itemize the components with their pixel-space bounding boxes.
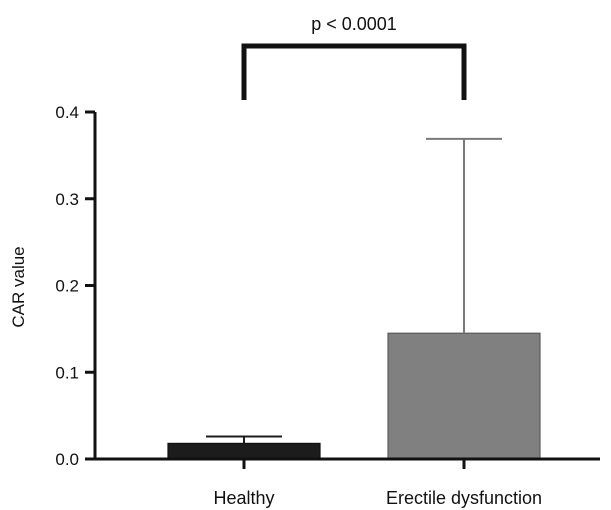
y-tick-label: 0.2 xyxy=(55,277,79,296)
y-tick-label: 0.4 xyxy=(55,103,79,122)
y-tick-label: 0.0 xyxy=(55,450,79,469)
error-bars-layer xyxy=(206,137,502,444)
p-value-label: p < 0.0001 xyxy=(311,14,397,34)
x-tick-label: Healthy xyxy=(213,488,274,508)
significance-annotation: p < 0.0001 xyxy=(241,14,467,100)
y-axis-title: CAR value xyxy=(9,246,28,327)
significance-bracket xyxy=(241,43,467,100)
bar-healthy xyxy=(167,442,321,460)
y-tick-label: 0.1 xyxy=(55,363,79,382)
bar-erectile-dysfunction xyxy=(387,332,541,460)
bars-layer xyxy=(167,332,541,460)
y-tick-label: 0.3 xyxy=(55,190,79,209)
axes-layer: 0.0 0.1 0.2 0.3 0.4 Healthy Erectile dysfuncti… xyxy=(55,103,600,508)
x-tick-label: Erectile dysfunction xyxy=(386,488,542,508)
